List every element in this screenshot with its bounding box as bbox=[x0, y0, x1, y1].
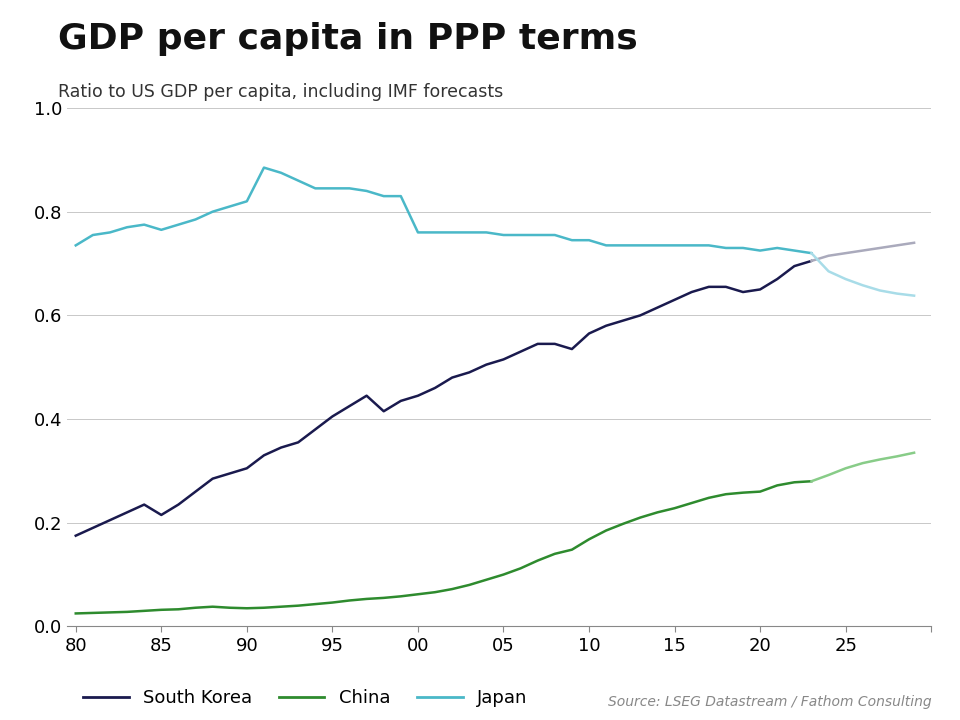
Text: Ratio to US GDP per capita, including IMF forecasts: Ratio to US GDP per capita, including IM… bbox=[58, 83, 503, 101]
Legend: South Korea, China, Japan: South Korea, China, Japan bbox=[76, 682, 535, 714]
Text: GDP per capita in PPP terms: GDP per capita in PPP terms bbox=[58, 22, 637, 55]
Text: Source: LSEG Datastream / Fathom Consulting: Source: LSEG Datastream / Fathom Consult… bbox=[608, 695, 931, 708]
